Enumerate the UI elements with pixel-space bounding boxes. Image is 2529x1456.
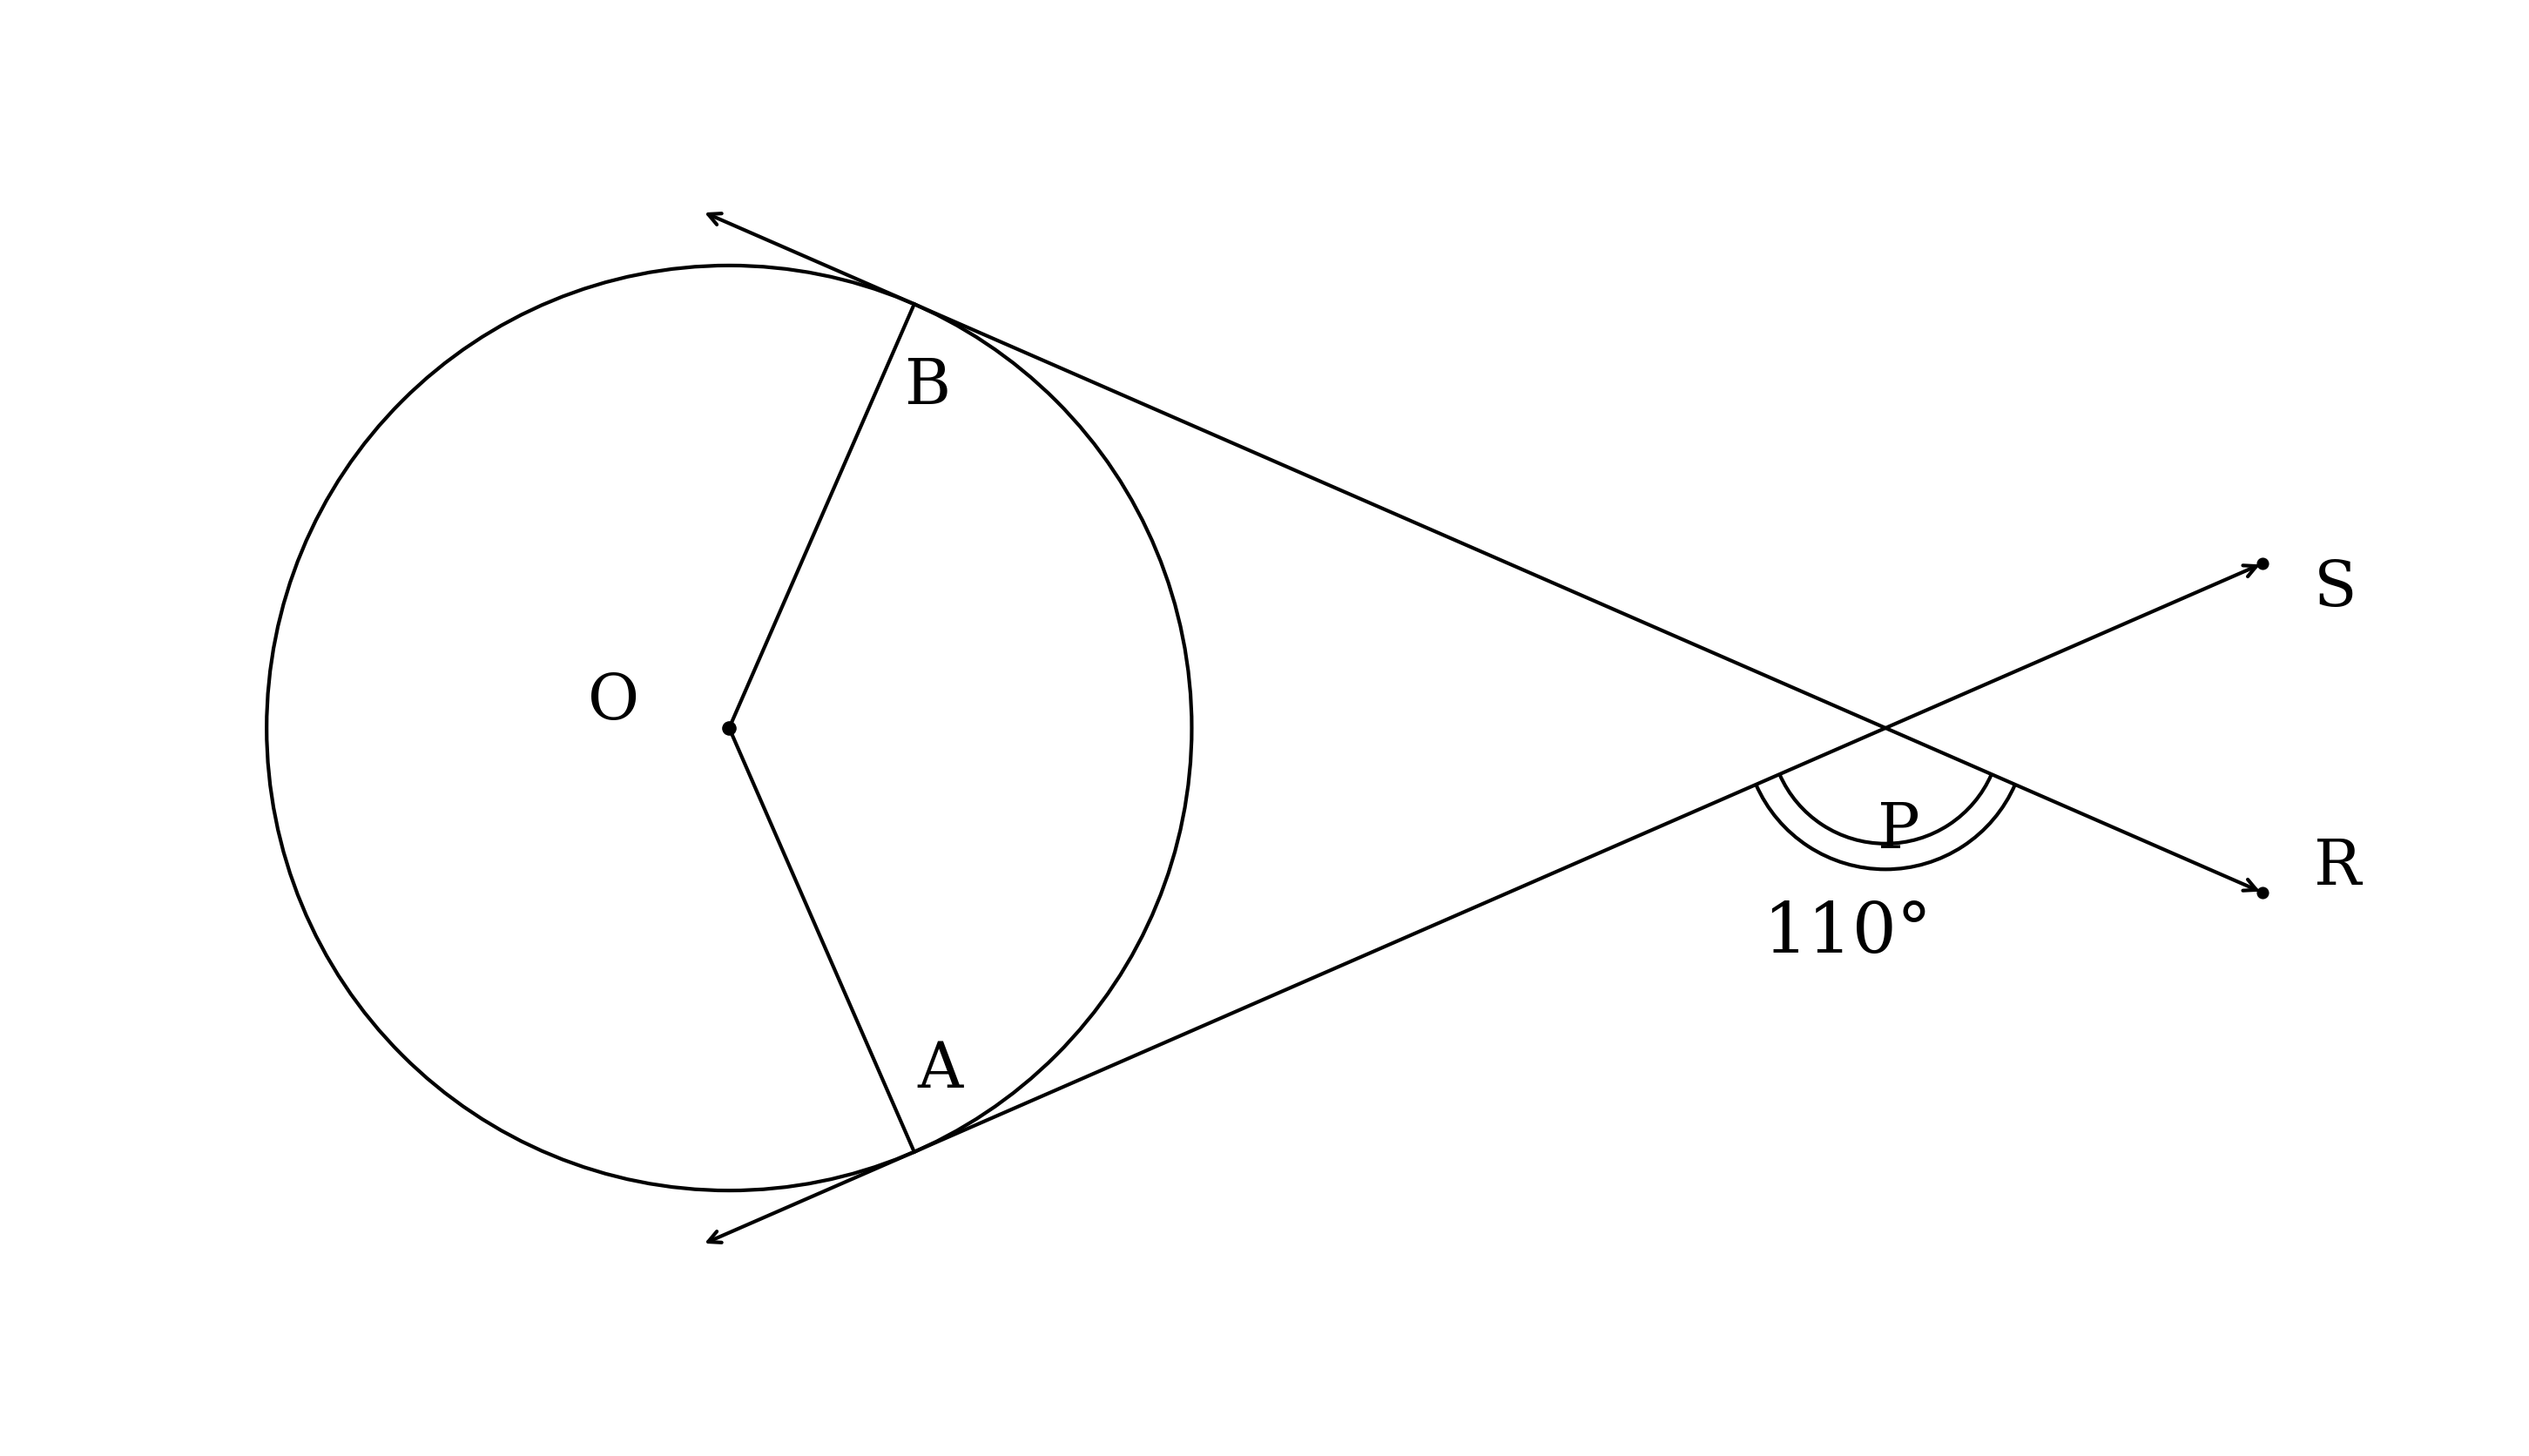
Text: S: S	[2314, 559, 2357, 620]
Text: B: B	[903, 355, 951, 416]
Text: 110°: 110°	[1763, 900, 1932, 968]
Point	[708, 716, 749, 740]
Point	[2243, 881, 2284, 904]
Point	[2243, 552, 2284, 575]
Text: O: O	[587, 671, 640, 732]
Text: P: P	[1877, 799, 1920, 862]
Text: R: R	[2314, 836, 2362, 897]
Text: A: A	[918, 1040, 964, 1101]
